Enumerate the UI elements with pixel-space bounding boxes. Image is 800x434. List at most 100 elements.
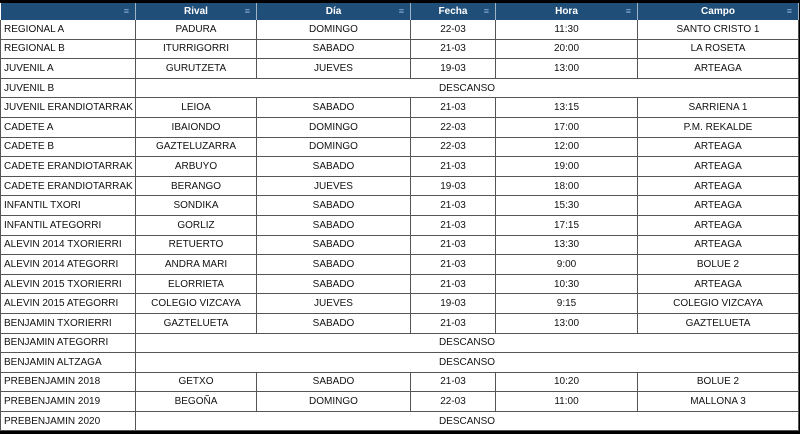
rival-cell[interactable]: GAZTELUZARRA (135, 137, 257, 158)
fecha-cell[interactable]: 19-03 (410, 293, 496, 314)
category-cell[interactable]: BENJAMIN ATEGORRI (0, 333, 136, 354)
hora-cell[interactable]: 11:00 (495, 391, 638, 412)
hora-cell[interactable]: 13:00 (495, 313, 638, 334)
category-cell[interactable]: JUVENIL ERANDIOTARRAK (0, 97, 136, 118)
dia-cell[interactable]: JUEVES (256, 58, 411, 79)
fecha-cell[interactable]: 21-03 (410, 97, 496, 118)
dia-cell[interactable]: SABADO (256, 39, 411, 60)
campo-cell[interactable]: LA ROSETA (637, 39, 799, 60)
fecha-cell[interactable]: 22-03 (410, 20, 496, 40)
dia-cell[interactable]: JUEVES (256, 293, 411, 314)
filter-icon[interactable]: ≡ (483, 6, 489, 16)
rival-cell[interactable]: RETUERTO (135, 235, 257, 256)
hora-cell[interactable]: 15:30 (495, 195, 638, 216)
campo-cell[interactable]: GAZTELUETA (637, 313, 799, 334)
dia-cell[interactable]: DOMINGO (256, 137, 411, 158)
campo-cell[interactable]: COLEGIO VIZCAYA (637, 293, 799, 314)
filter-icon[interactable]: ≡ (123, 6, 129, 16)
hora-cell[interactable]: 10:30 (495, 274, 638, 295)
hora-cell[interactable]: 18:00 (495, 176, 638, 197)
category-cell[interactable]: PREBENJAMIN 2018 (0, 372, 136, 393)
category-cell[interactable]: INFANTIL TXORI (0, 195, 136, 216)
fecha-cell[interactable]: 21-03 (410, 215, 496, 236)
hora-cell[interactable]: 12:00 (495, 137, 638, 158)
rival-cell[interactable]: ANDRA MARI (135, 254, 257, 275)
fecha-cell[interactable]: 21-03 (410, 235, 496, 256)
campo-cell[interactable]: ARTEAGA (637, 137, 799, 158)
dia-cell[interactable]: SABADO (256, 254, 411, 275)
rival-cell[interactable]: ELORRIETA (135, 274, 257, 295)
column-header-category[interactable]: ≡ (0, 3, 136, 20)
dia-cell[interactable]: SABADO (256, 215, 411, 236)
hora-cell[interactable]: 19:00 (495, 156, 638, 177)
rival-cell[interactable]: LEIOA (135, 97, 257, 118)
hora-cell[interactable]: 17:15 (495, 215, 638, 236)
campo-cell[interactable]: BOLUE 2 (637, 372, 799, 393)
filter-icon[interactable]: ≡ (625, 6, 631, 16)
fecha-cell[interactable]: 21-03 (410, 39, 496, 60)
category-cell[interactable]: JUVENIL A (0, 58, 136, 79)
category-cell[interactable]: CADETE A (0, 117, 136, 138)
rival-cell[interactable]: GETXO (135, 372, 257, 393)
hora-cell[interactable]: 9:15 (495, 293, 638, 314)
category-cell[interactable]: INFANTIL ATEGORRI (0, 215, 136, 236)
hora-cell[interactable]: 20:00 (495, 39, 638, 60)
dia-cell[interactable]: SABADO (256, 372, 411, 393)
category-cell[interactable]: CADETE ERANDIOTARRAK (0, 176, 136, 197)
fecha-cell[interactable]: 21-03 (410, 372, 496, 393)
column-header-fecha[interactable]: Fecha ≡ (410, 3, 496, 20)
hora-cell[interactable]: 11:30 (495, 20, 638, 40)
category-cell[interactable]: JUVENIL B (0, 78, 136, 99)
fecha-cell[interactable]: 19-03 (410, 58, 496, 79)
campo-cell[interactable]: ARTEAGA (637, 156, 799, 177)
category-cell[interactable]: ALEVIN 2015 TXORIERRI (0, 274, 136, 295)
hora-cell[interactable]: 13:15 (495, 97, 638, 118)
category-cell[interactable]: BENJAMIN TXORIERRI (0, 313, 136, 334)
category-cell[interactable]: PREBENJAMIN 2019 (0, 391, 136, 412)
rest-cell[interactable]: DESCANSO (135, 352, 799, 373)
rival-cell[interactable]: ITURRIGORRI (135, 39, 257, 60)
hora-cell[interactable]: 13:00 (495, 58, 638, 79)
dia-cell[interactable]: SABADO (256, 313, 411, 334)
campo-cell[interactable]: SARRIENA 1 (637, 97, 799, 118)
rest-cell[interactable]: DESCANSO (135, 411, 799, 432)
rival-cell[interactable]: COLEGIO VIZCAYA (135, 293, 257, 314)
dia-cell[interactable]: SABADO (256, 195, 411, 216)
fecha-cell[interactable]: 21-03 (410, 254, 496, 275)
dia-cell[interactable]: DOMINGO (256, 20, 411, 40)
rival-cell[interactable]: BEGOÑA (135, 391, 257, 412)
campo-cell[interactable]: MALLONA 3 (637, 391, 799, 412)
campo-cell[interactable]: SANTO CRISTO 1 (637, 20, 799, 40)
rival-cell[interactable]: SONDIKA (135, 195, 257, 216)
filter-icon[interactable]: ≡ (244, 6, 250, 16)
hora-cell[interactable]: 10:20 (495, 372, 638, 393)
rival-cell[interactable]: BERANGO (135, 176, 257, 197)
rival-cell[interactable]: ARBUYO (135, 156, 257, 177)
rival-cell[interactable]: GORLIZ (135, 215, 257, 236)
rival-cell[interactable]: PADURA (135, 20, 257, 40)
fecha-cell[interactable]: 22-03 (410, 117, 496, 138)
filter-icon[interactable]: ≡ (786, 6, 792, 16)
fecha-cell[interactable]: 21-03 (410, 313, 496, 334)
fecha-cell[interactable]: 21-03 (410, 156, 496, 177)
campo-cell[interactable]: ARTEAGA (637, 58, 799, 79)
category-cell[interactable]: ALEVIN 2014 TXORIERRI (0, 235, 136, 256)
rival-cell[interactable]: GURUTZETA (135, 58, 257, 79)
dia-cell[interactable]: SABADO (256, 274, 411, 295)
rest-cell[interactable]: DESCANSO (135, 78, 799, 99)
dia-cell[interactable]: SABADO (256, 235, 411, 256)
category-cell[interactable]: CADETE ERANDIOTARRAK (0, 156, 136, 177)
category-cell[interactable]: BENJAMIN ALTZAGA (0, 352, 136, 373)
campo-cell[interactable]: BOLUE 2 (637, 254, 799, 275)
rival-cell[interactable]: IBAIONDO (135, 117, 257, 138)
campo-cell[interactable]: ARTEAGA (637, 195, 799, 216)
hora-cell[interactable]: 17:00 (495, 117, 638, 138)
fecha-cell[interactable]: 22-03 (410, 391, 496, 412)
dia-cell[interactable]: SABADO (256, 156, 411, 177)
column-header-hora[interactable]: Hora ≡ (495, 3, 638, 20)
dia-cell[interactable]: JUEVES (256, 176, 411, 197)
dia-cell[interactable]: DOMINGO (256, 391, 411, 412)
hora-cell[interactable]: 9:00 (495, 254, 638, 275)
filter-icon[interactable]: ≡ (398, 6, 404, 16)
column-header-campo[interactable]: Campo ≡ (637, 3, 799, 20)
